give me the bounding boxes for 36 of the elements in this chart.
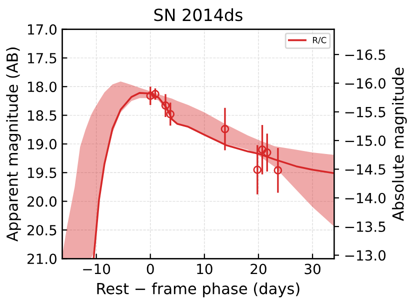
x-tick-label: 0	[146, 264, 154, 274]
y-tick-label: 20.5	[28, 224, 56, 236]
point	[161, 101, 170, 110]
y-tick-label: 20.0	[28, 196, 56, 207]
y-tick-label: 17.0	[28, 24, 56, 35]
point	[274, 166, 282, 175]
x-tick-label: 20	[250, 264, 266, 274]
legend-label: R/C	[313, 36, 326, 44]
y-tick-label: 18.0	[28, 82, 56, 92]
x-axis-title: Rest − frame phase (days)	[97, 282, 300, 298]
y-tick-label: 17.5	[28, 53, 56, 64]
y-tick-label: 18.5	[28, 110, 56, 121]
y2-tick-label: −14.0	[345, 192, 386, 204]
y2-tick-label: −13.0	[345, 250, 386, 261]
y2-tick-label: −15.0	[345, 135, 386, 146]
chart-title: SN 2014ds	[154, 8, 242, 22]
x-tick-label: 10	[197, 264, 212, 274]
x-tick-label: −10	[83, 264, 110, 274]
y-tick-label: 19.5	[28, 168, 56, 178]
y-axis-title: Apparent magnitude (AB)	[6, 48, 21, 242]
y2-tick-label: −14.5	[345, 164, 386, 175]
point	[253, 166, 262, 174]
point	[258, 146, 266, 154]
x-tick-label: 30	[304, 264, 320, 274]
point	[262, 148, 272, 157]
y-tick-label: 19.0	[28, 138, 56, 150]
point	[151, 90, 160, 98]
y2-axis-title: Absolute magnitude	[392, 68, 407, 221]
y2-tick-label: −15.5	[345, 107, 386, 118]
point	[166, 110, 175, 118]
y2-tick-label: −16.0	[345, 78, 386, 89]
point	[220, 124, 230, 134]
point	[146, 92, 155, 100]
y2-tick-label: −13.5	[345, 222, 386, 232]
y2-tick-label: −16.5	[345, 49, 386, 60]
y-tick-label: 21.0	[28, 254, 56, 264]
